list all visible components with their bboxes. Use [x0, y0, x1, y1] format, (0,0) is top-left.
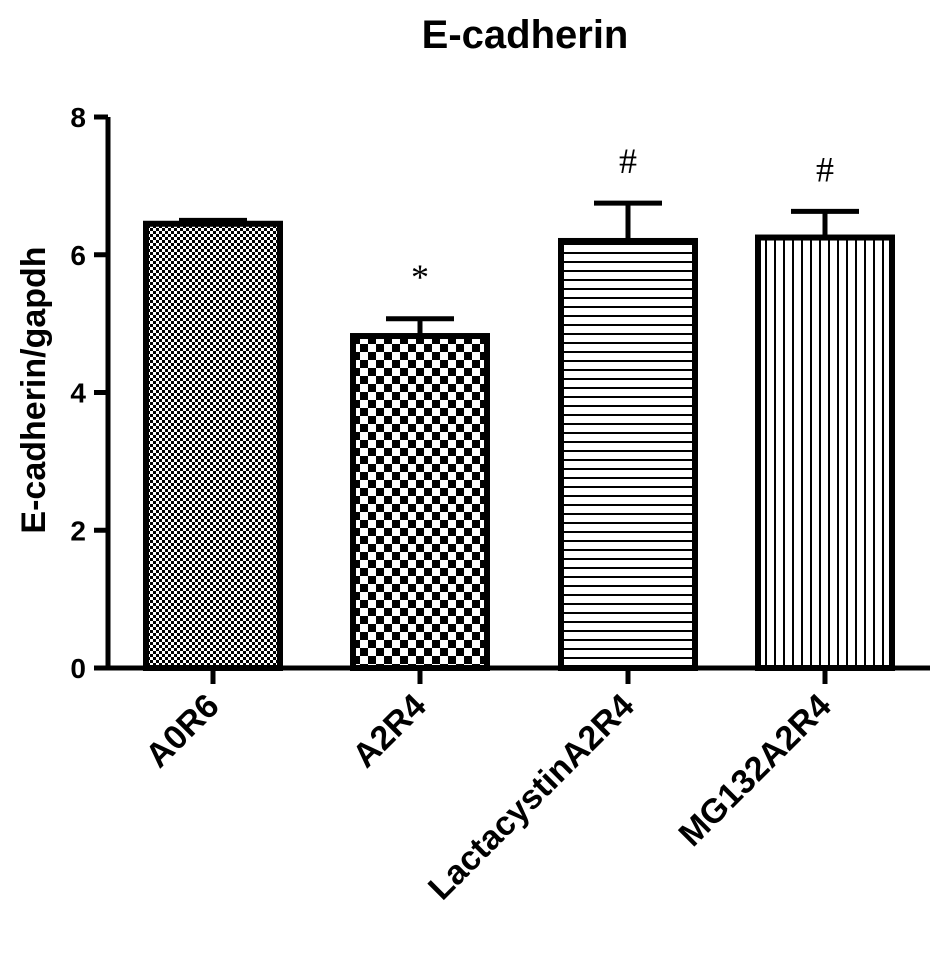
x-tick-label: A2R4	[345, 687, 433, 775]
bar	[755, 234, 895, 671]
bar	[143, 220, 283, 671]
y-tick-label: 8	[70, 102, 86, 133]
bar-group: *	[350, 257, 490, 684]
bar-group: #	[755, 149, 895, 684]
y-tick-label: 2	[70, 515, 86, 546]
y-axis-label: E-cadherin/gapdh	[15, 246, 53, 533]
bar-group: #	[558, 141, 698, 684]
x-tick-label: LactacystinA2R4	[421, 687, 642, 908]
bars: * # #	[143, 141, 895, 684]
x-tick-label: MG132A2R4	[671, 687, 838, 854]
y-tick-label: 0	[70, 653, 86, 684]
chart-title: E-cadherin	[422, 13, 629, 57]
x-tick-label: A0R6	[138, 687, 226, 775]
significance-marker: #	[816, 149, 834, 189]
bar	[350, 333, 490, 671]
bar	[558, 237, 698, 671]
bar-group	[143, 217, 283, 684]
significance-marker: *	[411, 257, 429, 297]
significance-marker: #	[619, 141, 637, 181]
y-tick-label: 6	[70, 240, 86, 271]
y-tick-label: 4	[70, 378, 86, 409]
